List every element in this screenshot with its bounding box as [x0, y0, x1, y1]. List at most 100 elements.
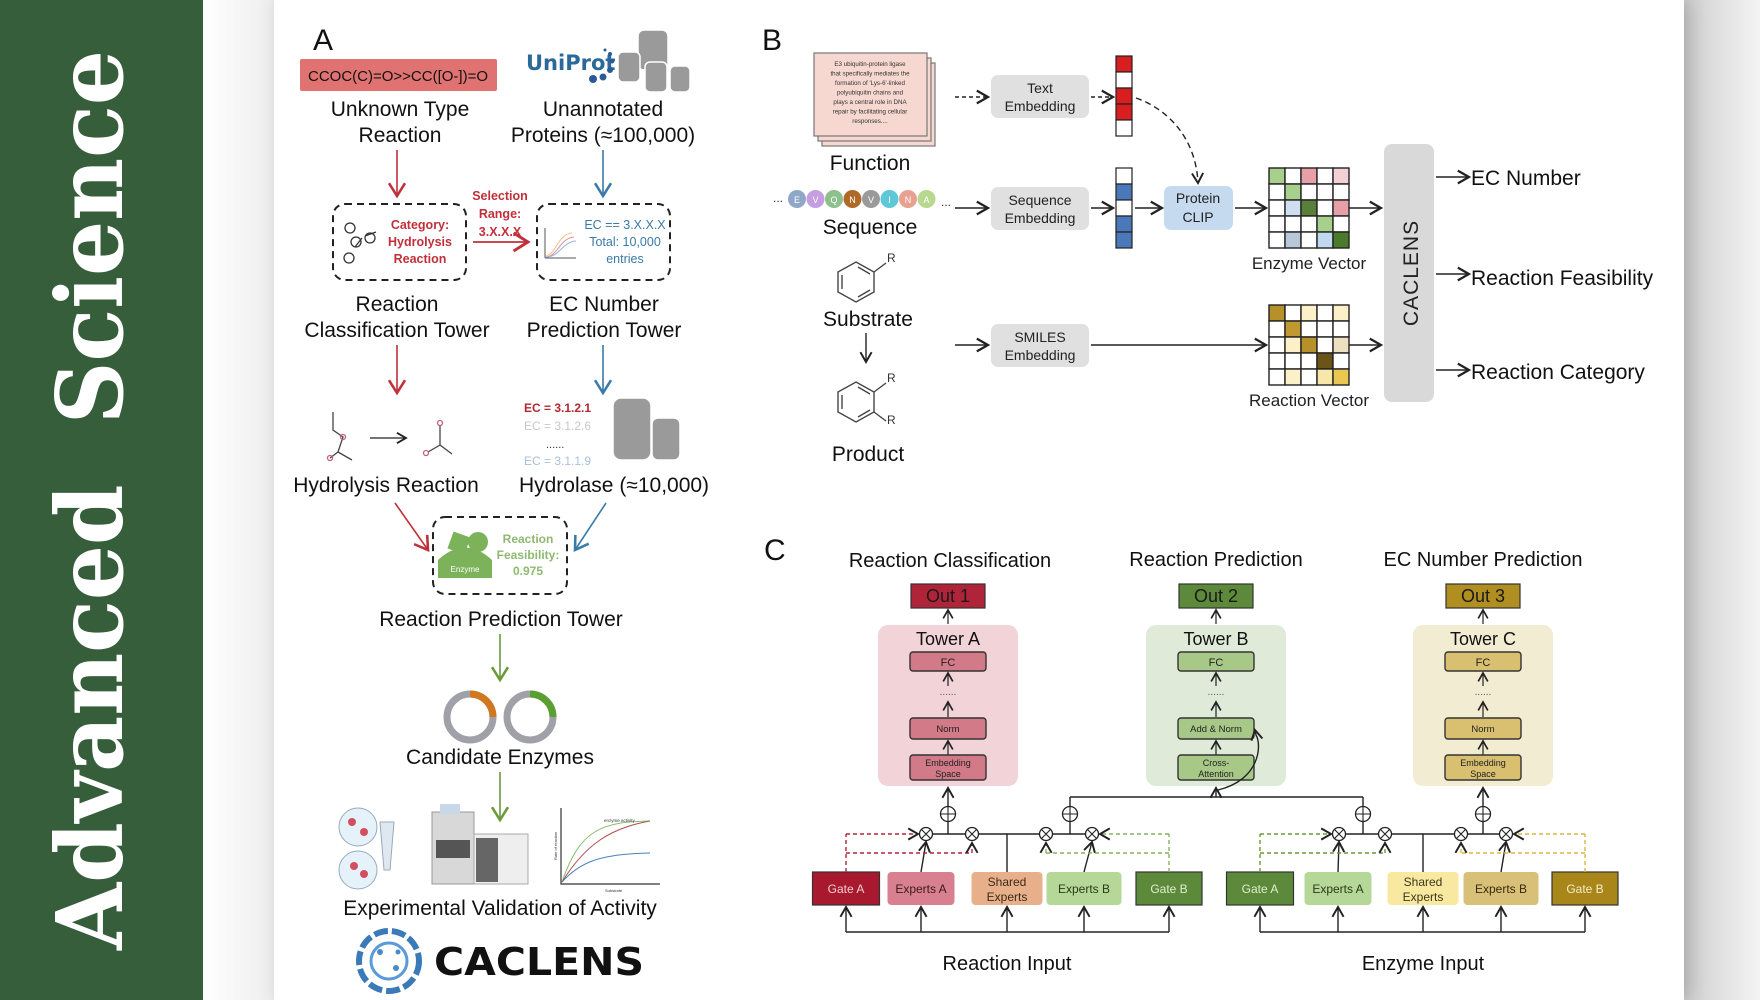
ec-list-ellipsis: ...... [546, 439, 564, 451]
amino-acid-letter: I [888, 195, 891, 205]
expert-gate-label: Experts A [1312, 882, 1363, 896]
ec-list-item: EC = 3.1.2.1 [524, 401, 591, 415]
protein-clip-box [1164, 186, 1233, 230]
amino-acid-letter: Q [830, 195, 837, 205]
enzyme-matrix-cell [1316, 215, 1334, 233]
arrow-dashed-curve [1135, 97, 1205, 185]
amino-acid-bead [843, 190, 862, 208]
sequence-ellipsis-right: ... [941, 195, 951, 209]
multiply-icon-glyph [921, 829, 931, 839]
hydrolysis-reaction-icon [326, 412, 453, 462]
expert-gate-box [1387, 872, 1459, 905]
reaction-classification-box [332, 203, 467, 281]
ec-filter-box [536, 203, 671, 281]
caclens-logo-text: CACLENS [434, 940, 644, 984]
connector-line [1498, 840, 1511, 873]
selection-range-text-3: 3.X.X.X [479, 225, 522, 239]
enzyme-icon-label: Enzyme [451, 565, 480, 574]
ec-tower-label-2: Prediction Tower [527, 319, 682, 342]
expert-gate-box [1046, 872, 1122, 905]
multiply-icon-glyph [967, 829, 977, 839]
fc-layer-label: FC [1209, 657, 1224, 669]
product-label: Product [832, 443, 905, 466]
unannotated-proteins-label-2: Proteins (≈100,000) [511, 124, 695, 147]
text-vector-cell [1115, 55, 1133, 73]
reaction-matrix-cell [1316, 352, 1334, 370]
layer-label: Norm [1471, 724, 1494, 735]
function-label: Function [830, 152, 911, 175]
expert-gate-label: Gate B [1150, 882, 1187, 896]
reaction-matrix-cell [1332, 352, 1350, 370]
function-doc-stack [813, 52, 936, 147]
reaction-matrix-cell [1300, 336, 1318, 354]
multiply-icon-glyph [1456, 829, 1466, 839]
fc-layer-label: FC [941, 657, 956, 669]
enzyme-matrix-cell [1316, 167, 1334, 185]
multiply-icon-glyph [1087, 829, 1097, 839]
tower-title: Tower A [916, 629, 980, 649]
sequence-embedding-label: Sequence [1008, 192, 1071, 208]
ellipsis: ...... [940, 687, 957, 698]
text-vector-cell [1115, 103, 1133, 121]
reaction-matrix-cell [1300, 304, 1318, 322]
enzyme-matrix-cell [1332, 199, 1350, 217]
layer-label: Norm [936, 724, 959, 735]
arrow-red-3 [394, 502, 430, 552]
enzyme-matrix-cell [1300, 231, 1318, 249]
enzyme-matrix-cell [1332, 215, 1350, 233]
arrow-blue-3 [573, 502, 607, 553]
enzyme-matrix-cell [1268, 183, 1286, 201]
expert-gate-box [971, 872, 1043, 905]
output-reaction-category: Reaction Category [1471, 361, 1645, 384]
function-text-line: repair by facilitating cellular [833, 109, 908, 116]
smiles-embedding-label-2: Embedding [1005, 347, 1076, 363]
enzyme-matrix-cell [1268, 215, 1286, 233]
amino-acid-bead [806, 190, 825, 208]
sequence-embedding-box [991, 187, 1089, 230]
reaction-matrix-cell [1332, 320, 1350, 338]
fc-layer-box [1444, 651, 1522, 672]
layer-box [1444, 717, 1522, 740]
amino-acid-bead [862, 190, 880, 208]
enzyme-vector-matrix [1268, 167, 1350, 249]
category-text-3: Reaction [394, 252, 447, 266]
function-text-line: that specifically mediates the [830, 71, 910, 78]
reaction-feasibility-box [432, 516, 568, 595]
function-text-line: responses.... [852, 118, 888, 125]
hydrolysis-reaction-label: Hydrolysis Reaction [293, 474, 479, 497]
reaction-matrix-cell [1268, 304, 1286, 322]
molecule-icon [343, 222, 377, 264]
layer-label: Add & Norm [1190, 724, 1242, 735]
enzyme-matrix-cell [1316, 231, 1334, 249]
layer-box [1177, 754, 1255, 781]
connector-line [918, 840, 931, 873]
enzyme-matrix-cell [1332, 231, 1350, 249]
expert-gate-label: Gate B [1566, 882, 1603, 896]
right-shadow [1684, 0, 1760, 1000]
enzyme-matrix-cell [1284, 183, 1302, 201]
expert-gate-box [811, 871, 881, 906]
ellipsis: ...... [1208, 687, 1225, 698]
sequence-embedding-label-2: Embedding [1005, 210, 1076, 226]
expert-gate-box [1551, 871, 1619, 906]
enzyme-matrix-cell [1268, 167, 1286, 185]
function-text-line: plays a central role in DNA [833, 99, 907, 106]
chart-y-label: Rate of reaction [553, 832, 558, 860]
ec-list-item: EC = 3.1.1.9 [524, 454, 591, 468]
layer-box [1444, 754, 1522, 781]
banner-gap [203, 0, 274, 1000]
reaction-matrix-cell [1284, 320, 1302, 338]
sequence-vector-cell [1115, 231, 1133, 249]
unannotated-proteins-label: Unannotated [543, 98, 663, 121]
r-group: R [887, 413, 896, 427]
uniprot-dots-icon [589, 48, 615, 83]
reaction-matrix-cell [1316, 368, 1334, 386]
function-text-line: polyubiquitin chains and [837, 90, 904, 97]
layer-label: Cross- [1203, 758, 1230, 768]
fc-layer-box [1177, 651, 1255, 672]
function-text-line: E3 ubiquitin-protein ligase [834, 61, 906, 68]
hplc-instrument-icon [431, 804, 529, 885]
